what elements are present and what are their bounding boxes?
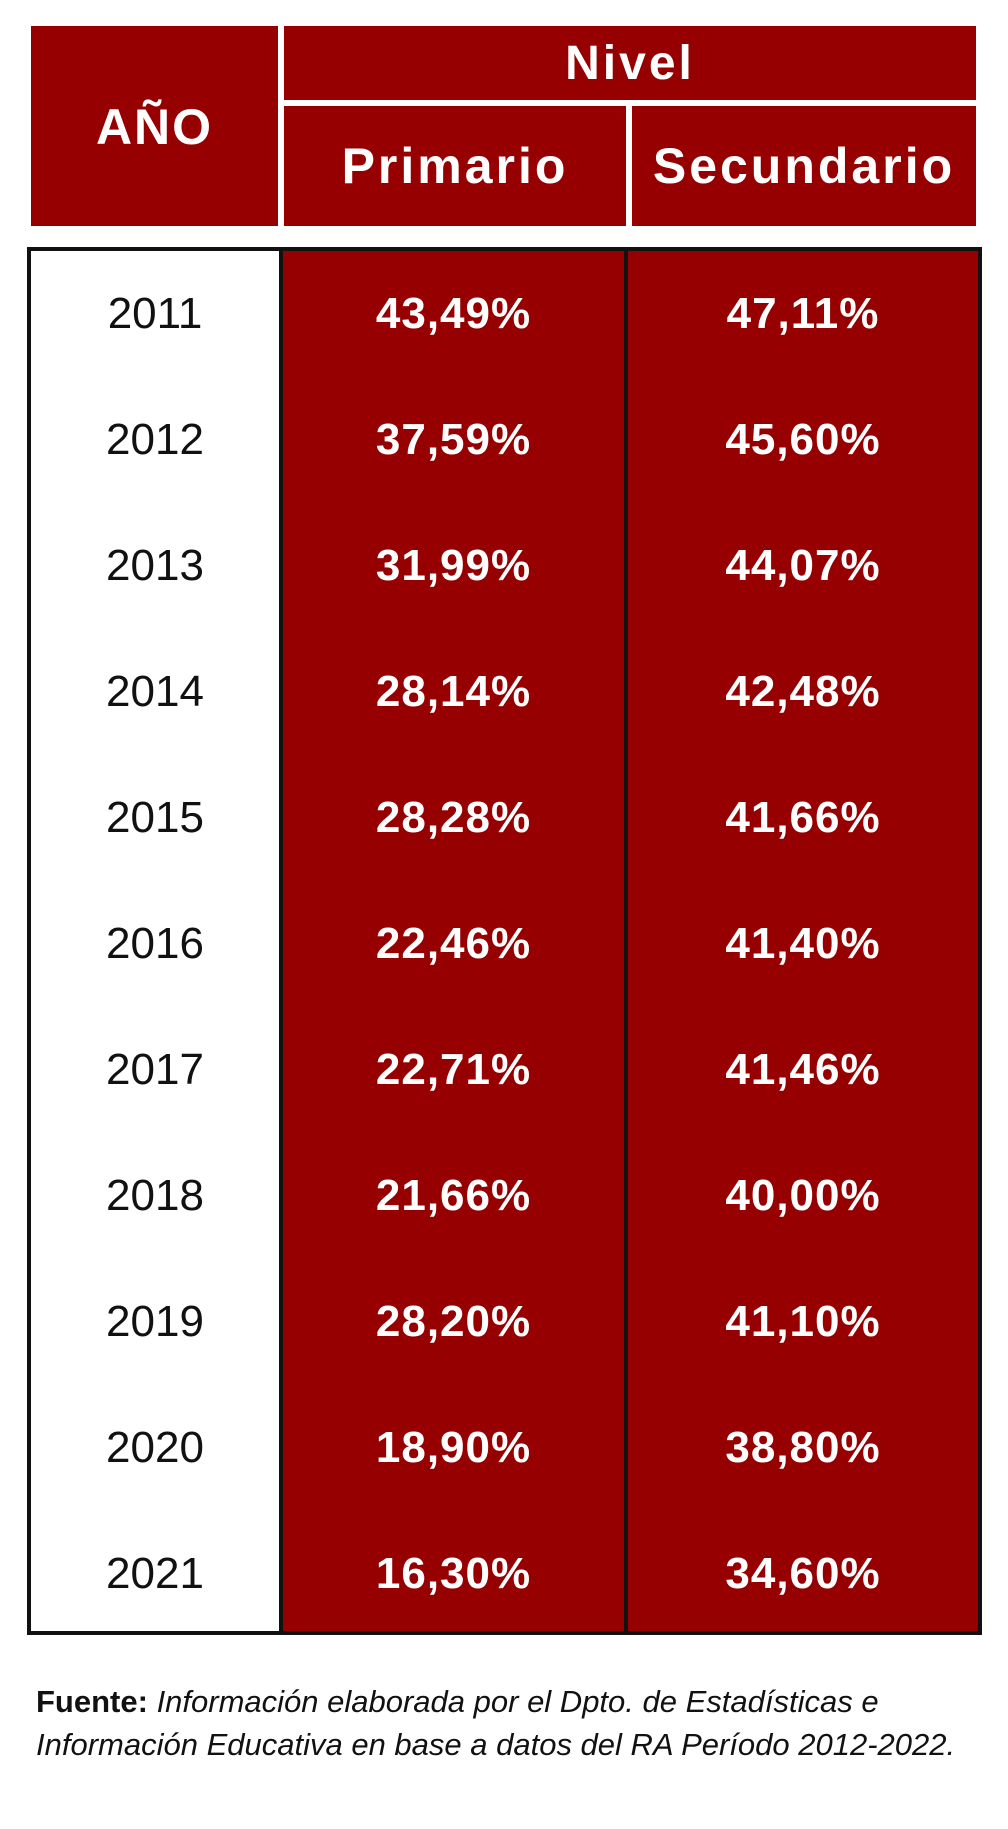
primario-cell: 18,90% [375, 1423, 532, 1472]
year-cell: 2011 [107, 289, 203, 338]
primario-column [283, 251, 628, 1631]
secundario-cell: 45,60% [725, 415, 881, 464]
table-row: 2013 31,99% 44,07% [31, 503, 978, 629]
secundario-cell: 41,10% [725, 1297, 881, 1346]
secundario-cell: 41,66% [725, 793, 881, 842]
table-row: 2014 28,14% 42,48% [31, 629, 978, 755]
year-cell: 2018 [106, 1171, 204, 1220]
header-year: AÑO [31, 26, 278, 226]
year-cell: 2013 [106, 541, 204, 590]
year-cell: 2017 [106, 1045, 204, 1094]
secundario-cell: 38,80% [725, 1423, 881, 1472]
table-row: 2020 18,90% 38,80% [31, 1385, 978, 1511]
table-row: 2019 28,20% 41,10% [31, 1259, 978, 1385]
secundario-cell: 44,07% [725, 541, 881, 590]
source-note: Fuente: Información elaborada por el Dpt… [36, 1680, 956, 1766]
table-row: 2012 37,59% 45,60% [31, 377, 978, 503]
secundario-cell: 42,48% [725, 667, 881, 716]
year-cell: 2019 [106, 1297, 204, 1346]
secundario-cell: 41,40% [725, 919, 881, 968]
primario-cell: 21,66% [375, 1171, 532, 1220]
table-row: 2021 16,30% 34,60% [31, 1511, 978, 1637]
primario-cell: 22,71% [375, 1045, 532, 1094]
primario-cell: 31,99% [375, 541, 532, 590]
year-cell: 2020 [106, 1423, 204, 1472]
header-primario: Primario [284, 106, 626, 226]
header-secundario: Secundario [632, 106, 976, 226]
primario-cell: 28,28% [375, 793, 532, 842]
secundario-cell: 47,11% [726, 289, 880, 338]
table-body: 2011 43,49% 47,11% 2012 37,59% 45,60% 2013 31,9… [27, 247, 982, 1635]
primario-cell: 22,46% [375, 919, 532, 968]
secundario-cell: 34,60% [725, 1549, 881, 1598]
primario-cell: 16,30% [375, 1549, 532, 1598]
primario-cell: 37,59% [375, 415, 532, 464]
source-label: Fuente: [36, 1684, 148, 1719]
secundario-cell: 41,46% [725, 1045, 881, 1094]
secundario-cell: 40,00% [725, 1171, 881, 1220]
primario-cell: 28,14% [375, 667, 532, 716]
year-column [31, 251, 283, 1631]
year-cell: 2016 [106, 919, 204, 968]
year-cell: 2014 [106, 667, 204, 716]
table-row: 2016 22,46% 41,40% [31, 881, 978, 1007]
year-cell: 2015 [106, 793, 204, 842]
year-cell: 2021 [106, 1549, 204, 1598]
header-nivel: Nivel [284, 26, 976, 100]
primario-cell: 43,49% [375, 289, 532, 338]
primario-cell: 28,20% [375, 1297, 532, 1346]
table-rows: 2011 43,49% 47,11% 2012 37,59% 45,60% 2013 31,9… [31, 251, 978, 1631]
table-row: 2017 22,71% 41,46% [31, 1007, 978, 1133]
year-cell: 2012 [106, 415, 204, 464]
table-row: 2018 21,66% 40,00% [31, 1133, 978, 1259]
table-row: 2015 28,28% 41,66% [31, 755, 978, 881]
table-row: 2011 43,49% 47,11% [31, 251, 978, 377]
secundario-column [628, 251, 978, 1631]
table-header: AÑO Nivel Primario Secundario [31, 26, 976, 226]
source-text: Información elaborada por el Dpto. de Es… [36, 1684, 956, 1762]
